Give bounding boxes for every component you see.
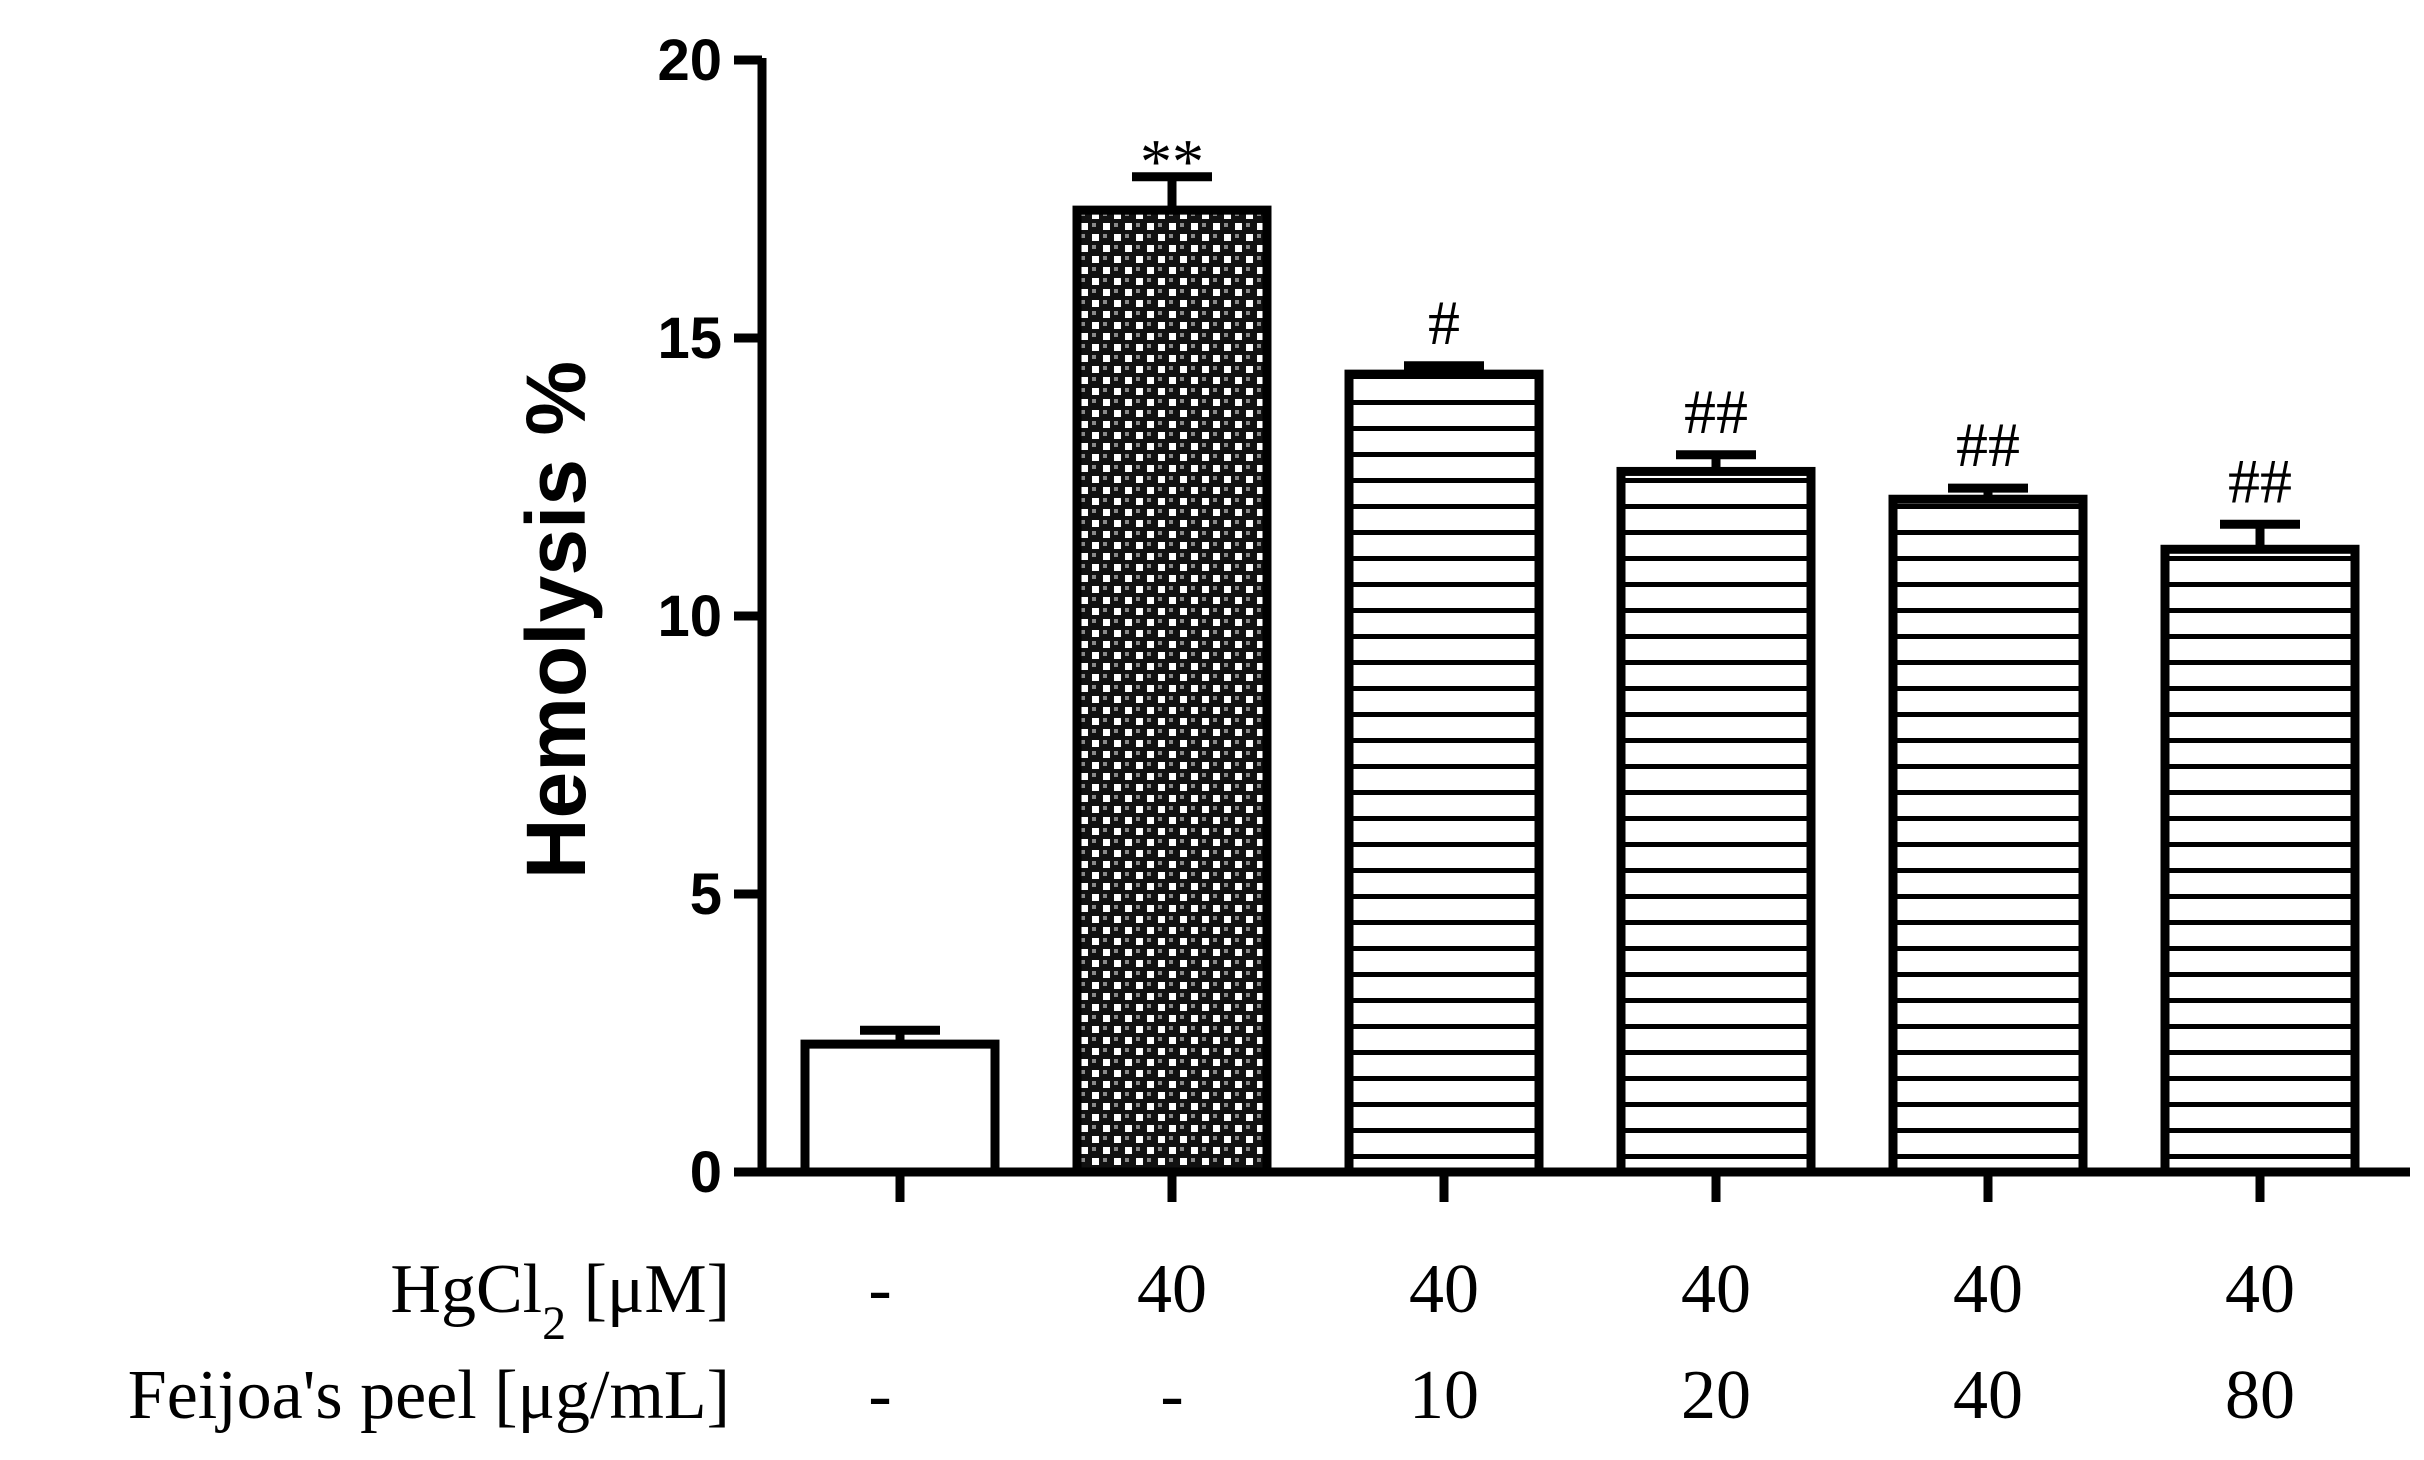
significance-label: **: [1140, 126, 1204, 197]
row-value: 40: [1953, 1251, 2023, 1328]
row-value: 20: [1681, 1357, 1751, 1434]
row-label: Feijoa's peel [μg/mL]: [128, 1357, 730, 1434]
row-value: -: [868, 1251, 891, 1328]
row-value: 40: [1681, 1251, 1751, 1328]
significance-label: ##: [1956, 409, 2020, 480]
bar: [1888, 494, 2088, 1177]
y-tick-label: 20: [657, 28, 722, 93]
bar: [1072, 205, 1272, 1177]
bar: [800, 1039, 1000, 1177]
axes: 0 5 10 15 20: [657, 28, 2410, 1205]
row-value: 40: [1409, 1251, 1479, 1328]
significance-label: #: [1428, 287, 1460, 358]
treatment-rows: HgCl2 [μM] - 40 40 40 40 40 Feijoa's peel [μg/m…: [128, 1251, 2295, 1434]
error-bars: [860, 172, 2300, 1045]
y-tick-label: 5: [690, 862, 722, 927]
row-value: 40: [1137, 1251, 1207, 1328]
y-tick-label: 10: [657, 584, 722, 649]
bars: [800, 205, 2360, 1177]
row-value: -: [868, 1357, 891, 1434]
bar: [1616, 466, 1816, 1177]
significance-label: ##: [2228, 445, 2292, 516]
y-tick-label: 15: [657, 306, 722, 371]
significance-label: ##: [1684, 376, 1748, 447]
row-value: 80: [2225, 1357, 2295, 1434]
y-axis-label: Hemolysis %: [509, 361, 603, 879]
y-tick-label: 0: [690, 1140, 722, 1205]
bar: [1344, 369, 1544, 1177]
row-value: -: [1160, 1357, 1183, 1434]
row-label: HgCl2 [μM]: [390, 1251, 730, 1350]
row-value: 40: [2225, 1251, 2295, 1328]
significance-labels: **### ####: [1140, 126, 2292, 517]
bar: [2160, 544, 2360, 1177]
row-value: 40: [1953, 1357, 2023, 1434]
y-axis-title: Hemolysis %: [509, 361, 603, 879]
row-value: 10: [1409, 1357, 1479, 1434]
